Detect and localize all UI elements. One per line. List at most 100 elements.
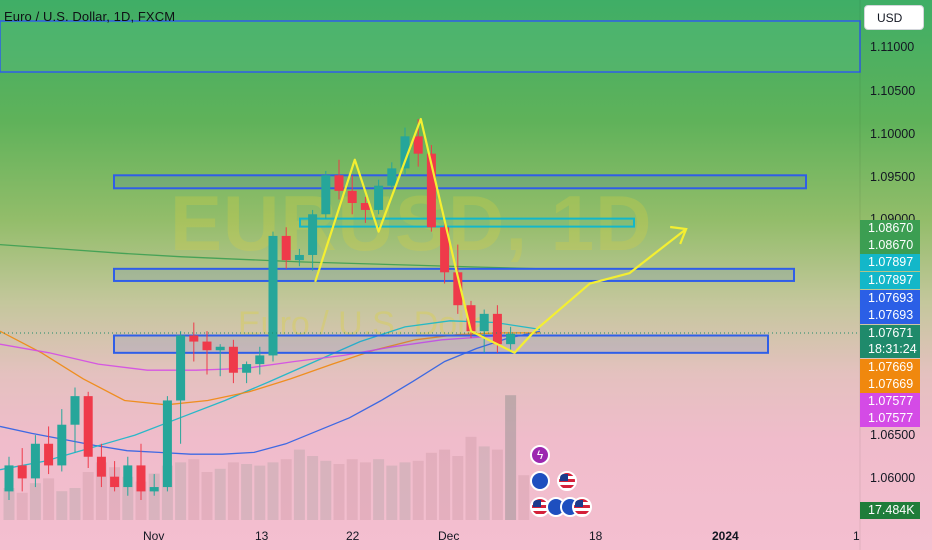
candle-body — [440, 227, 450, 273]
volume-bar — [135, 481, 147, 520]
volume-bar — [452, 456, 464, 520]
volume-bar — [161, 465, 173, 520]
price-tick: 1.11000 — [870, 40, 915, 54]
time-tick: 18 — [589, 529, 603, 543]
us-flag-icon[interactable] — [572, 497, 592, 517]
price-tick: 1.06500 — [870, 428, 916, 442]
candle-body — [228, 346, 238, 373]
last-price-tag: 1.07671 — [860, 325, 920, 342]
volume-bar — [214, 468, 226, 520]
volume-bar — [346, 459, 358, 520]
time-tick: 2024 — [712, 529, 739, 543]
volume-bar — [43, 478, 55, 520]
resistance-zone — [0, 20, 861, 73]
candle-body — [413, 136, 423, 154]
candle-body — [387, 168, 397, 186]
volume-bar — [56, 491, 68, 520]
candle-body — [466, 305, 476, 332]
volume-bar — [82, 472, 94, 520]
volume-bar — [16, 492, 28, 520]
ma-price-tag: 1.07577 — [860, 410, 920, 427]
volume-bar — [95, 462, 107, 520]
symbol-watermark: EURUSD, 1D — [170, 179, 653, 267]
us-flag-icon[interactable] — [557, 471, 577, 491]
volume-bar — [188, 459, 200, 520]
candle-body — [281, 235, 291, 261]
volume-bar — [109, 467, 121, 520]
currency-button[interactable]: USD — [864, 5, 924, 30]
name-watermark: Euro / U.S. Dollar — [238, 305, 503, 343]
ma-price-tag: 1.07669 — [860, 376, 920, 393]
volume-bar — [201, 472, 213, 520]
volume-bar — [518, 475, 530, 520]
countdown-tag: 18:31:24 — [860, 341, 920, 358]
candle-body — [360, 203, 370, 210]
candle-body — [453, 272, 463, 306]
volume-bar — [399, 462, 411, 520]
lightning-event-icon[interactable]: ϟ — [530, 445, 550, 465]
support-resistance-zone — [113, 174, 807, 190]
candle-body — [374, 185, 384, 210]
volume-bar — [373, 459, 385, 520]
volume-bar — [491, 449, 503, 520]
volume-bar — [320, 460, 332, 520]
volume-tag: 17.484K — [860, 502, 920, 519]
ma-price-tag: 1.07897 — [860, 254, 920, 271]
candle-body — [334, 175, 344, 191]
candle-body — [347, 190, 357, 204]
time-tick: Nov — [143, 529, 165, 543]
volume-bar — [241, 464, 253, 520]
price-tick: 1.06000 — [870, 471, 916, 485]
candle-body — [17, 465, 27, 479]
volume-bar — [465, 436, 477, 520]
candle-body — [30, 443, 40, 479]
volume-bar — [29, 483, 41, 520]
volume-bar — [122, 476, 134, 520]
candle-body — [506, 333, 516, 345]
candle-body — [321, 175, 331, 215]
candle-body — [110, 476, 120, 488]
candle-body — [189, 335, 199, 342]
volume-bar — [3, 488, 15, 520]
candle-body — [294, 254, 304, 261]
candle-body — [492, 313, 502, 345]
time-tick: 1 — [853, 529, 860, 543]
candle-body — [162, 400, 172, 488]
volume-bar — [307, 456, 319, 520]
time-tick: 13 — [255, 529, 269, 543]
candle-body — [176, 335, 186, 401]
candle-body — [202, 341, 212, 351]
candle-body — [123, 465, 133, 488]
candle-body — [149, 487, 159, 492]
price-tick: 1.10500 — [870, 84, 916, 98]
support-resistance-zone — [299, 217, 635, 228]
volume-bar — [148, 473, 160, 520]
candle-body — [242, 364, 252, 373]
volume-bar — [333, 464, 345, 520]
candle-body — [400, 136, 410, 169]
ma-price-tag: 1.07693 — [860, 290, 920, 307]
volume-bar — [386, 465, 398, 520]
volume-bar — [175, 462, 187, 520]
price-tick: 1.09500 — [870, 170, 916, 184]
candle-body — [70, 396, 80, 425]
ma-price-tag: 1.07577 — [860, 393, 920, 410]
volume-bar — [478, 446, 490, 520]
candle-body — [479, 313, 489, 332]
eu-flag-icon[interactable] — [530, 471, 550, 491]
ma-price-tag: 1.08670 — [860, 220, 920, 237]
volume-bar — [254, 465, 266, 520]
volume-bar — [227, 462, 239, 520]
volume-bar — [425, 452, 437, 520]
candle-body — [308, 214, 318, 255]
ma-price-tag: 1.07897 — [860, 272, 920, 289]
candle-body — [268, 235, 278, 356]
volume-bar — [69, 488, 81, 520]
time-tick: 22 — [346, 529, 360, 543]
candle-body — [4, 465, 14, 492]
us-flag-icon[interactable] — [530, 497, 550, 517]
candle-body — [426, 153, 436, 228]
chart-title: Euro / U.S. Dollar, 1D, FXCM — [4, 9, 176, 24]
